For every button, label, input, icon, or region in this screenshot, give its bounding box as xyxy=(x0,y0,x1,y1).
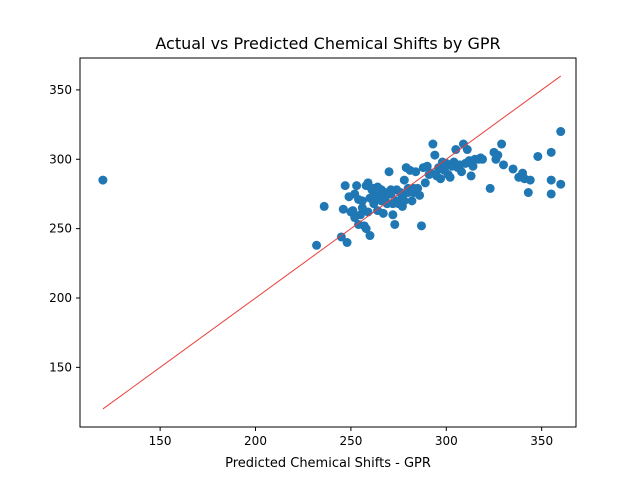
data-point xyxy=(546,175,556,185)
data-point xyxy=(523,188,533,198)
data-point xyxy=(409,183,419,193)
data-point xyxy=(546,147,556,157)
data-point xyxy=(428,139,438,149)
data-point xyxy=(338,204,348,214)
data-point xyxy=(430,150,440,160)
data-point xyxy=(407,196,417,206)
reference-line xyxy=(102,75,562,410)
data-point xyxy=(533,151,543,161)
data-point xyxy=(340,181,350,191)
data-point xyxy=(556,179,566,189)
data-point xyxy=(388,199,398,209)
axis-ticks: 150 200 250 300 350 150 200 250 300 350 xyxy=(49,83,553,448)
y-tick-label: 350 xyxy=(49,83,72,97)
data-point xyxy=(493,150,503,160)
data-point xyxy=(436,174,446,184)
data-point xyxy=(373,206,383,216)
data-point xyxy=(399,196,409,206)
y-tick-label: 150 xyxy=(49,360,72,374)
data-point xyxy=(365,231,375,241)
data-point xyxy=(422,161,432,171)
data-point xyxy=(451,145,461,155)
data-point xyxy=(420,178,430,188)
data-point xyxy=(497,139,507,149)
data-point xyxy=(354,195,364,204)
y-tick-label: 250 xyxy=(49,222,72,236)
data-point xyxy=(434,164,444,174)
data-point xyxy=(478,154,488,164)
x-axis-label: Predicted Chemical Shifts - GPR xyxy=(225,456,431,471)
data-point xyxy=(445,172,455,182)
data-point xyxy=(369,183,379,193)
data-point xyxy=(357,203,367,213)
data-point xyxy=(556,127,566,137)
data-point xyxy=(336,232,346,242)
data-point xyxy=(361,224,371,234)
x-tick-label: 350 xyxy=(530,434,553,448)
data-point xyxy=(546,189,556,199)
x-tick-label: 150 xyxy=(149,434,172,448)
data-point xyxy=(462,145,472,155)
data-point xyxy=(376,196,386,206)
y-tick-label: 200 xyxy=(49,291,72,305)
data-point xyxy=(386,189,396,199)
x-tick-label: 300 xyxy=(435,434,458,448)
data-point xyxy=(415,190,425,200)
x-tick-label: 200 xyxy=(244,434,267,448)
y-tick-label: 300 xyxy=(49,152,72,166)
data-point xyxy=(416,221,426,231)
data-point xyxy=(445,160,455,170)
data-point xyxy=(466,171,476,181)
plot-frame xyxy=(79,57,577,428)
data-point xyxy=(363,178,373,188)
data-point xyxy=(411,167,421,177)
data-point xyxy=(384,167,394,177)
chart-title: Actual vs Predicted Chemical Shifts by G… xyxy=(155,34,500,53)
data-point xyxy=(350,213,360,223)
data-point xyxy=(342,238,352,247)
data-point xyxy=(390,219,400,229)
data-point xyxy=(352,181,362,191)
data-point xyxy=(508,164,518,174)
data-point xyxy=(499,160,509,170)
data-point xyxy=(319,201,329,211)
data-point xyxy=(457,167,467,177)
x-tick-label: 250 xyxy=(339,434,362,448)
data-point xyxy=(365,193,375,203)
data-point xyxy=(98,175,108,185)
data-point xyxy=(468,161,478,171)
data-point xyxy=(388,210,398,220)
data-point xyxy=(312,240,322,250)
data-point xyxy=(525,175,535,185)
plot-marks xyxy=(98,75,566,410)
data-point xyxy=(485,183,495,193)
data-point xyxy=(399,175,409,185)
